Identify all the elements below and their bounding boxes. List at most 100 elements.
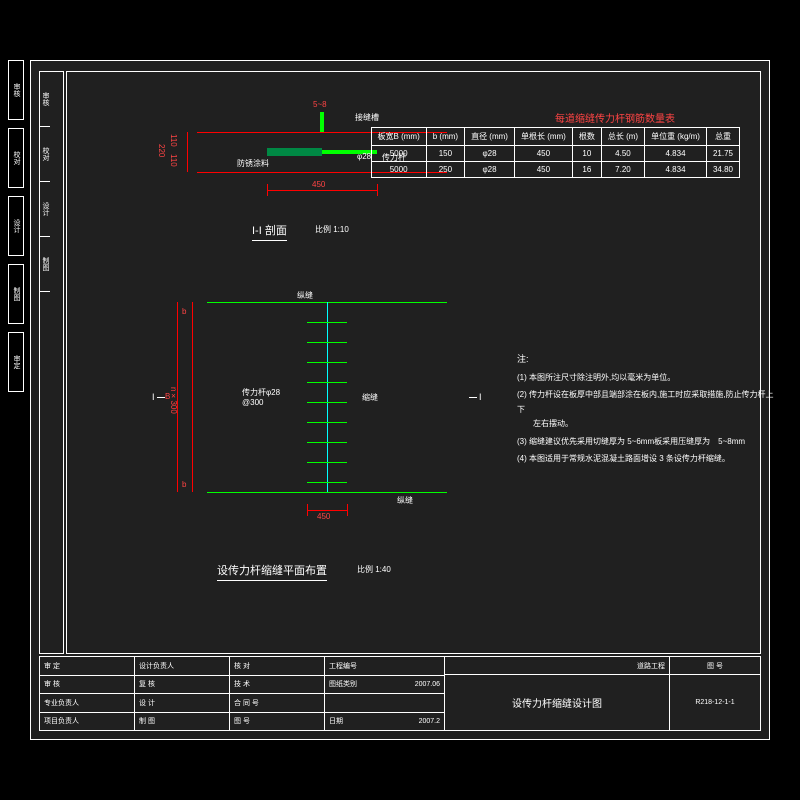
tb-cell: 图 号 xyxy=(230,713,324,731)
label-phi: φ28 xyxy=(357,152,371,161)
titleblock: 审 定 审 核 专业负责人 项目负责人 设计负责人 复 核 设 计 制 图 核 … xyxy=(39,656,761,731)
dim-tick xyxy=(377,184,378,196)
dim-450-line xyxy=(267,190,377,191)
section-title: I-I 剖面 xyxy=(252,222,287,241)
note-item: (4) 本图适用于常规水泥混凝土路面增设 3 条设传力杆缩缝。 xyxy=(517,452,777,466)
col-header: b (mm) xyxy=(426,128,464,146)
dim-tick xyxy=(307,504,308,516)
dim-ext xyxy=(187,132,188,172)
label-dowel: 传力杆φ28 @300 xyxy=(242,387,280,407)
tb-cell: 复 核 xyxy=(135,676,229,695)
label-long-joint: 纵缝 xyxy=(397,495,413,506)
coating xyxy=(267,148,322,156)
tb-cell: 审 核 xyxy=(40,676,134,695)
section-mark-right: I xyxy=(467,392,482,402)
dim-tick xyxy=(347,504,348,516)
label-shrink: 缩缝 xyxy=(362,392,378,403)
dowel xyxy=(307,402,347,403)
label-joint: 接缝槽 xyxy=(355,112,379,123)
label-long-joint: 纵缝 xyxy=(297,290,313,301)
dowel xyxy=(307,342,347,343)
tb-cell: 专业负责人 xyxy=(40,694,134,713)
project-label: 道路工程 xyxy=(445,657,669,675)
tb-cell: 工程编号 xyxy=(325,657,444,676)
inner-frame: 110 110 220 5~8 接缝槽 传力杆 φ28 防锈涂料 450 I-I… xyxy=(66,71,761,654)
cell: 5000 xyxy=(371,162,426,178)
tb-cell xyxy=(325,694,444,713)
dim-line-B xyxy=(177,302,178,492)
plan-scale: 比例 1:40 xyxy=(357,564,391,575)
shrink-joint xyxy=(327,302,328,492)
dim-450: 450 xyxy=(312,180,325,189)
cell: 34.80 xyxy=(706,162,739,178)
cell: 450 xyxy=(514,146,572,162)
cell: 4.834 xyxy=(645,162,707,178)
dowel xyxy=(307,462,347,463)
sheet-label: 图 号 xyxy=(670,657,760,675)
cell: 7.20 xyxy=(601,162,644,178)
strip-cell: 审核 xyxy=(40,72,50,127)
label-coating: 防锈涂料 xyxy=(237,158,269,169)
dowel xyxy=(307,442,347,443)
cell: φ28 xyxy=(465,146,515,162)
col-header: 总长 (m) xyxy=(601,128,644,146)
notes-block: 注: (1) 本图所注尺寸除注明外,均以毫米为单位。 (2) 传力杆设在板厚中部… xyxy=(517,352,777,469)
steel-qty-table: 板宽B (mm) b (mm) 直径 (mm) 单根长 (mm) 根数 总长 (… xyxy=(371,127,740,178)
cell: 21.75 xyxy=(706,146,739,162)
strip-cell: 审核 xyxy=(8,60,24,120)
tb-cell: 图纸类别2007.06 xyxy=(325,676,444,695)
table-row: 5000 250 φ28 450 16 7.20 4.834 34.80 xyxy=(371,162,739,178)
col-header: 总重 xyxy=(706,128,739,146)
col-header: 板宽B (mm) xyxy=(371,128,426,146)
dowel xyxy=(307,362,347,363)
dowel xyxy=(307,482,347,483)
strip-cell: 设计 xyxy=(40,182,50,237)
strip-cell: 审定 xyxy=(8,332,24,392)
col-header: 根数 xyxy=(572,128,601,146)
tb-cell: 设 计 xyxy=(135,694,229,713)
strip-cell: 设计 xyxy=(8,196,24,256)
drawing-sheet: 审核 校对 设计 制图 110 110 220 5~8 接缝槽 传力杆 φ28 … xyxy=(30,60,770,740)
strip-cell: 校对 xyxy=(8,128,24,188)
dim-110: 110 xyxy=(169,134,178,147)
left-strip: 审核 校对 设计 制图 xyxy=(39,71,64,654)
section-mark-left: I xyxy=(152,392,167,402)
dim-220: 220 xyxy=(157,144,166,157)
joint-groove xyxy=(320,112,324,132)
cell: 4.834 xyxy=(645,146,707,162)
table-row: 5000 150 φ28 450 10 4.50 4.834 21.75 xyxy=(371,146,739,162)
tb-cell: 项目负责人 xyxy=(40,713,134,731)
tb-cell: 设计负责人 xyxy=(135,657,229,676)
plan-view: b n×300 b B 纵缝 纵缝 缩缝 传力杆φ28 @300 I I 450 xyxy=(167,292,487,552)
dim-line xyxy=(192,302,193,492)
drawing-title: 设传力杆缩缝设计图 xyxy=(445,675,669,730)
tb-cell: 日期2007.2 xyxy=(325,713,444,731)
strip-cell: 校对 xyxy=(40,127,50,182)
cell: 250 xyxy=(426,162,464,178)
table-title: 每道缩缝传力杆钢筋数量表 xyxy=(555,110,675,125)
col-header: 单位重 (kg/m) xyxy=(645,128,707,146)
note-item: (1) 本图所注尺寸除注明外,均以毫米为单位。 xyxy=(517,371,777,385)
cell: φ28 xyxy=(465,162,515,178)
dowel xyxy=(307,382,347,383)
binding-strip: 审核 校对 设计 制图 审定 xyxy=(8,60,28,740)
tb-cell: 制 图 xyxy=(135,713,229,731)
cell: 16 xyxy=(572,162,601,178)
cell: 10 xyxy=(572,146,601,162)
notes-header: 注: xyxy=(517,352,777,365)
note-item: (3) 缩缝建议优先采用切缝厚为 5~6mm板采用压缝厚为 5~8mm xyxy=(517,435,777,449)
dim-b2: b xyxy=(182,480,186,489)
tb-cell: 审 定 xyxy=(40,657,134,676)
cell: 150 xyxy=(426,146,464,162)
cell: 450 xyxy=(514,162,572,178)
plan-title: 设传力杆缩缝平面布置 xyxy=(217,562,327,581)
table-header-row: 板宽B (mm) b (mm) 直径 (mm) 单根长 (mm) 根数 总长 (… xyxy=(371,128,739,146)
tb-cell: 技 术 xyxy=(230,676,324,695)
dim-5-8: 5~8 xyxy=(313,100,327,109)
dim-b: b xyxy=(182,307,186,316)
section-scale: 比例 1:10 xyxy=(315,224,349,235)
long-joint-bot xyxy=(207,492,447,493)
dowel xyxy=(307,422,347,423)
col-header: 直径 (mm) xyxy=(465,128,515,146)
cell: 4.50 xyxy=(601,146,644,162)
